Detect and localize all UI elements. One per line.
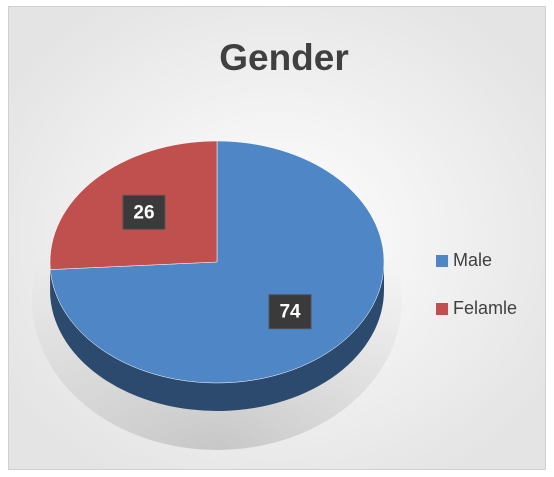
data-label-box (122, 194, 166, 230)
data-label: 26 (133, 202, 154, 223)
legend-label: Felamle (453, 298, 517, 318)
legend-label: Male (453, 250, 492, 270)
chart-title: Gender (219, 37, 349, 78)
legend-swatch (436, 303, 448, 315)
data-label-box (268, 294, 312, 330)
pie-side (50, 262, 385, 412)
legend-swatch (436, 255, 448, 267)
data-label: 74 (279, 302, 301, 323)
